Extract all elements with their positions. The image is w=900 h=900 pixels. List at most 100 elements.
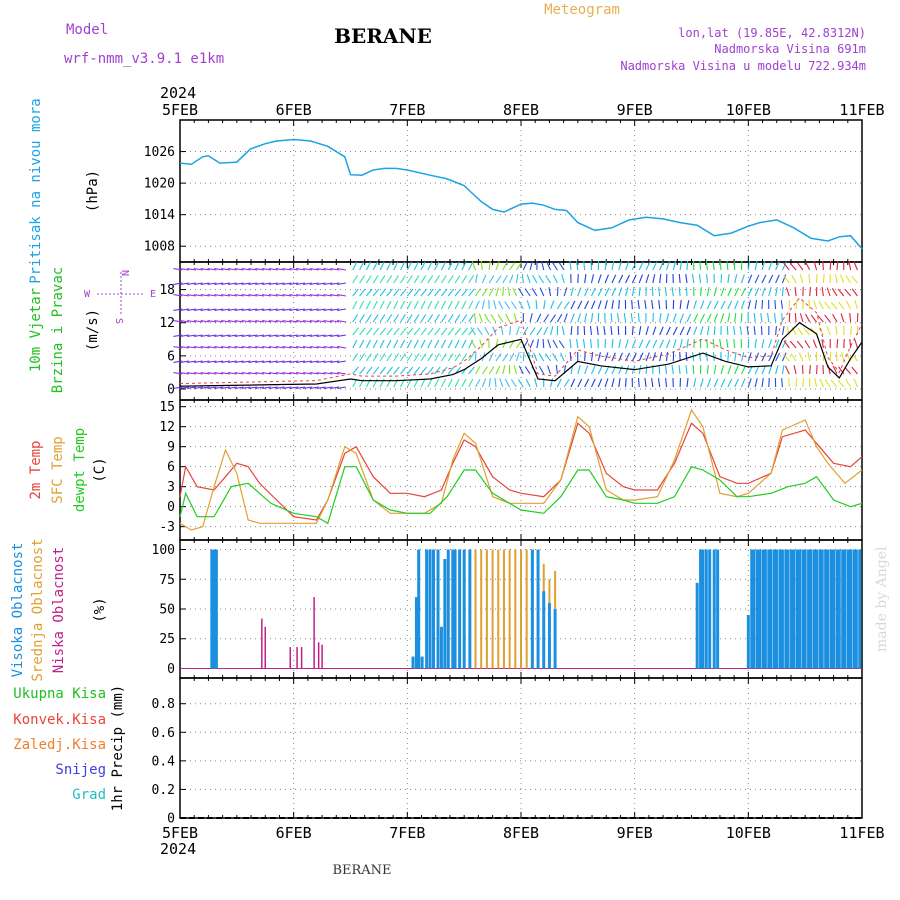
wind-barb [241,360,251,363]
wind-barb [510,379,517,388]
wind-barb [515,352,520,362]
wind-barb [406,300,412,310]
wind-barb [747,352,752,362]
cloud-bar-1 [514,549,517,669]
wind-barb [835,326,838,336]
wind-barb [618,352,624,362]
wind-barb [832,365,838,375]
wind-barb [659,326,664,336]
wind-barb [826,326,831,336]
wind-barb [330,346,340,349]
wind-barb [420,300,426,310]
wind-barb [513,313,517,323]
wind-barb [413,300,419,310]
wind-barb [365,261,371,271]
wind-barb [413,327,421,336]
wind-barb [720,287,725,297]
wind-barb [386,275,393,284]
wind-barb [461,261,467,271]
wind-barb [665,377,668,388]
wind-barb [809,364,811,375]
wind-barb [495,287,500,297]
wind-barb [461,275,468,284]
cloud-bar-2 [296,647,298,669]
wind-barb [200,372,210,375]
wind-barb [173,268,183,271]
wind-barb [454,327,462,336]
wind-barb [618,274,624,284]
wind-barb [427,261,433,271]
wind-barb [625,287,629,297]
wind-barb [524,366,531,375]
date-label-bottom: 8FEB [503,824,539,842]
cloud-bar-0 [755,549,759,669]
wind-barb [766,313,770,323]
wind-barb [740,274,745,284]
wind-barb [330,372,340,375]
wind-barb [316,372,326,375]
wind-barb [490,314,497,323]
wind-barb [488,275,495,284]
wind-barb [631,325,634,336]
wind-barb [309,320,319,323]
wind-barb [818,300,824,310]
y-tick-label: 12 [159,316,175,331]
wind-barb [221,308,231,311]
wind-barb [773,313,777,323]
wind-barb [359,366,366,375]
wind-barb [679,339,683,349]
y-tick-label: 1008 [144,240,175,255]
wind-barb [798,352,804,362]
wind-barb [488,287,494,297]
wind-barb [679,261,683,271]
wind-barb [536,313,542,323]
wind-barb [180,294,190,297]
wind-barb [512,287,517,297]
wind-barb [604,287,610,297]
cloud-bar-0 [801,549,805,669]
wind-barb [832,313,838,323]
wind-barb [590,365,596,375]
wind-barb [747,287,753,297]
cloud-bar-0 [695,582,699,669]
wind-barb [597,378,603,388]
wind-barb [372,275,379,284]
wind-barb [413,378,419,388]
wind-barb [193,282,203,285]
wind-barb [638,326,642,336]
wind-barb [821,287,824,297]
temp-unit: (C) [92,457,108,482]
panel-frame [179,677,863,819]
wind-barb [518,288,524,297]
wind-barb [625,377,627,388]
wind-barb [323,308,333,311]
wind-ylabel-1: 10m Vjetar [28,288,44,372]
wind-barb [775,352,781,362]
wind-barb [309,308,319,311]
wind-barb [589,325,593,336]
wind-barb [413,261,419,271]
wind-barb [365,339,371,349]
wind-barb [775,261,780,271]
wind-barb [352,275,359,284]
wind-barb [854,339,858,349]
wind-barb [434,378,440,388]
cloud-bar-0 [425,549,429,669]
wind-barb [481,274,487,284]
wind-barb [515,262,522,271]
wind-barb [818,327,824,336]
wind-barb [672,339,677,349]
wind-barb [393,300,399,310]
wind-barb [379,275,386,284]
wind-barb [538,353,545,362]
wind-barb [686,378,689,388]
wind-barb [733,325,736,336]
wind-barb [186,346,196,349]
wind-barb [679,326,685,336]
wind-barb [815,364,818,375]
wind-ylabel-2: Brzina i Pravac [50,267,66,393]
wind-barb [582,339,586,349]
wind-barb [454,339,460,349]
wind-barb [207,334,217,337]
wind-barb [529,327,536,336]
